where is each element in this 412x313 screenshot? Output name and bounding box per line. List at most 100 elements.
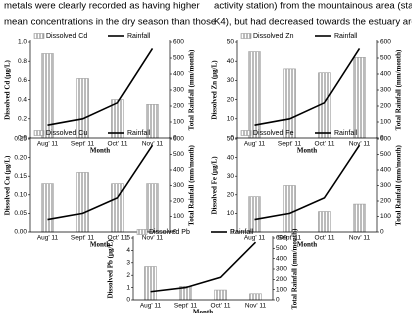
y-tick-label: 0.15 xyxy=(14,173,27,180)
y2-axis-title: Total Rainfall (mm/month) xyxy=(395,145,403,226)
legend-label: Dissolved Zn xyxy=(253,33,294,40)
y-tick-label: 0 xyxy=(230,229,234,236)
y-tick-label: 50 xyxy=(227,136,235,143)
y-tick-label: 50 xyxy=(227,39,235,46)
y2-tick-label: 300 xyxy=(380,182,391,189)
y-tick-label: 20 xyxy=(227,96,235,103)
y-tick-label: 0.6 xyxy=(18,77,27,84)
y-tick-label: 20 xyxy=(227,192,235,199)
x-tick-label: Oct' 11 xyxy=(108,235,128,242)
y2-tick-label: 500 xyxy=(380,55,391,62)
y2-axis-title: Total Rainfall (mm/month) xyxy=(395,49,403,130)
bar xyxy=(41,183,54,233)
y-tick-label: 10 xyxy=(227,210,235,217)
y2-tick-label: 600 xyxy=(380,136,391,143)
y2-axis-title: Total Rainfall (mm/month) xyxy=(291,228,299,309)
y-tick-label: 0 xyxy=(230,135,234,142)
rainfall-line xyxy=(254,47,361,126)
y2-tick-label: 0 xyxy=(276,297,280,304)
y2-tick-label: 0 xyxy=(380,135,384,142)
x-tick-label: Nov' 11 xyxy=(245,303,267,310)
x-axis-title: Month xyxy=(297,147,317,155)
legend-label: Rainfall xyxy=(127,130,151,137)
legend-swatch xyxy=(33,130,45,136)
y-axis-title: Dissolved Cd (µg/L) xyxy=(4,60,12,120)
bar xyxy=(249,293,262,301)
y2-tick-label: 400 xyxy=(276,255,287,262)
y2-tick-label: 200 xyxy=(380,103,391,110)
legend-label: Rainfall xyxy=(230,229,254,236)
x-tick-label: Oct' 11 xyxy=(108,141,128,148)
bar xyxy=(41,53,54,139)
y-tick-label: 10 xyxy=(227,116,235,123)
y-tick-label: 30 xyxy=(227,77,235,84)
legend-label: Rainfall xyxy=(334,130,358,137)
y2-tick-label: 500 xyxy=(276,245,287,252)
y-tick-label: 5 xyxy=(126,235,130,242)
y-tick-label: 0.05 xyxy=(14,210,27,217)
axis-frame xyxy=(236,137,378,233)
y2-tick-label: 400 xyxy=(173,71,184,78)
bar xyxy=(76,172,89,233)
axis-frame xyxy=(236,40,378,139)
x-tick-label: Sept' 11 xyxy=(174,303,198,310)
paragraph-line: metals were clearly recorded as having h… xyxy=(4,1,201,12)
legend-label: Dissolved Pb xyxy=(149,229,190,236)
y2-tick-label: 400 xyxy=(380,71,391,78)
x-axis-title: Month xyxy=(297,241,317,249)
paragraph-line: mean concentrations in the dry season th… xyxy=(4,17,216,28)
y2-tick-label: 600 xyxy=(173,136,184,143)
x-tick-label: Aug' 11 xyxy=(37,141,59,148)
y2-tick-label: 600 xyxy=(173,39,184,46)
x-tick-label: Oct' 11 xyxy=(211,303,231,310)
bar xyxy=(146,183,159,233)
y-tick-label: 30 xyxy=(227,173,235,180)
legend-swatch xyxy=(240,130,252,136)
y2-tick-label: 300 xyxy=(380,87,391,94)
y2-tick-label: 100 xyxy=(173,213,184,220)
x-axis-title: Month xyxy=(90,147,110,155)
x-tick-label: Oct' 11 xyxy=(315,141,335,148)
y-tick-label: 0.10 xyxy=(14,192,27,199)
x-axis-title: Month xyxy=(90,241,110,249)
y-tick-label: 0.25 xyxy=(14,136,27,143)
y2-tick-label: 400 xyxy=(173,167,184,174)
y-axis-title: Dissolved Fe (µg/L) xyxy=(211,156,219,215)
y2-tick-label: 200 xyxy=(173,103,184,110)
legend-label: Dissolved Fe xyxy=(253,130,294,137)
x-tick-label: Oct' 11 xyxy=(315,235,335,242)
bar xyxy=(318,211,331,233)
y-tick-label: 0.2 xyxy=(18,116,27,123)
y2-tick-label: 300 xyxy=(173,182,184,189)
y-tick-label: 0.20 xyxy=(14,154,27,161)
y-axis-title: Dissolved Zn (µg/L) xyxy=(211,60,219,120)
x-tick-label: Aug' 11 xyxy=(37,235,59,242)
legend-swatch xyxy=(33,33,45,39)
y2-tick-label: 500 xyxy=(173,151,184,158)
y-tick-label: 4 xyxy=(126,247,130,254)
paragraph-line: activity station) from the mountainous a… xyxy=(214,1,412,12)
legend-swatch xyxy=(136,229,148,235)
y-axis-title: Dissolved Pb (µg/L) xyxy=(107,239,115,299)
rainfall-line xyxy=(150,241,257,293)
y-tick-label: 0.8 xyxy=(18,58,27,65)
y2-tick-label: 100 xyxy=(380,213,391,220)
axis-frame xyxy=(132,236,274,301)
legend-label: Dissolved Cd xyxy=(46,33,87,40)
bar xyxy=(353,203,366,233)
y2-tick-label: 600 xyxy=(380,39,391,46)
bar xyxy=(353,57,366,139)
bar xyxy=(144,266,157,301)
x-axis-title: Month xyxy=(193,309,213,313)
y2-tick-label: 0 xyxy=(173,135,177,142)
y-tick-label: 1 xyxy=(126,284,130,291)
y2-axis-title: Total Rainfall (mm/month) xyxy=(188,49,196,130)
y2-tick-label: 100 xyxy=(276,286,287,293)
y2-tick-label: 300 xyxy=(173,87,184,94)
y2-tick-label: 400 xyxy=(380,167,391,174)
x-tick-label: Nov' 11 xyxy=(349,141,371,148)
x-tick-label: Nov' 11 xyxy=(349,235,371,242)
y2-tick-label: 0 xyxy=(173,229,177,236)
rainfall-line xyxy=(47,144,154,221)
